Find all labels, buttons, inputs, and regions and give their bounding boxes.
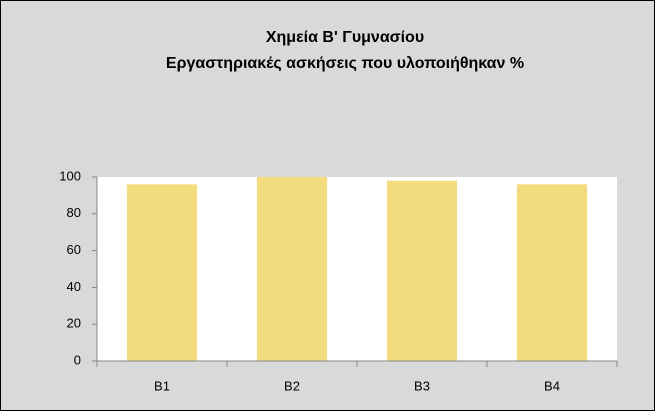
chart-title: Εργαστηριακές ασκήσεις που υλοποιήθηκαν … <box>166 55 524 72</box>
x-tick-label: B4 <box>544 378 560 393</box>
chart-title: Χημεία Β' Γυμνασίου <box>266 29 424 46</box>
y-tick-label: 60 <box>67 242 81 257</box>
y-tick-label: 20 <box>67 316 81 331</box>
y-tick-label: 40 <box>67 279 81 294</box>
bar <box>256 177 328 361</box>
x-tick-label: B2 <box>284 378 300 393</box>
bar <box>126 184 198 361</box>
y-tick-label: 100 <box>59 168 81 183</box>
x-tick-label: B1 <box>154 378 170 393</box>
y-tick-label: 80 <box>67 205 81 220</box>
y-tick-label: 0 <box>74 352 81 367</box>
bar <box>516 184 588 361</box>
bar <box>386 180 458 361</box>
x-tick-label: B3 <box>414 378 430 393</box>
